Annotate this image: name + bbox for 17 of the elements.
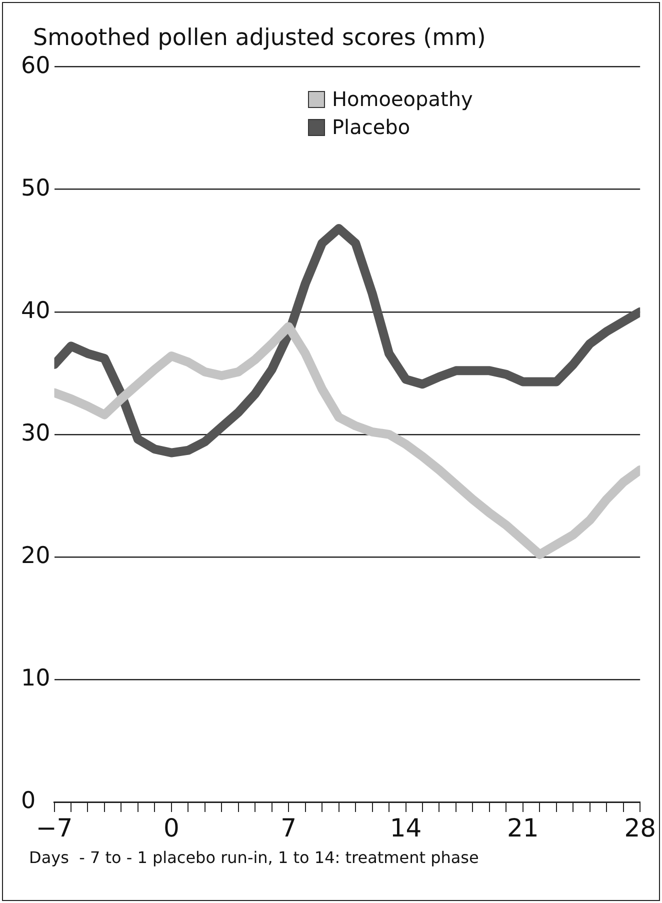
y-tick-label: 60 <box>21 52 50 79</box>
y-tick-label: 40 <box>21 298 50 324</box>
y-tick-label: 10 <box>21 665 50 692</box>
y-tick-label: 0 <box>21 788 36 814</box>
x-tick-label: 28 <box>624 814 656 842</box>
x-axis-title: Days - 7 to - 1 placebo run-in, 1 to 14: treatment phase <box>29 848 479 867</box>
chart-title: Smoothed pollen adjusted scores (mm) <box>33 25 486 51</box>
x-tick-label: 21 <box>507 814 539 842</box>
y-tick-label: 50 <box>21 175 50 202</box>
legend-label: Homoeopathy <box>332 86 473 113</box>
x-tick-label: 7 <box>280 814 297 842</box>
y-tick-label: 30 <box>21 420 50 446</box>
legend-label: Placebo <box>332 114 410 141</box>
x-tick-label: −7 <box>36 814 73 842</box>
y-tick-label: 20 <box>21 542 50 569</box>
x-tick-label: 14 <box>390 814 422 842</box>
x-tick-label: 0 <box>163 814 180 842</box>
